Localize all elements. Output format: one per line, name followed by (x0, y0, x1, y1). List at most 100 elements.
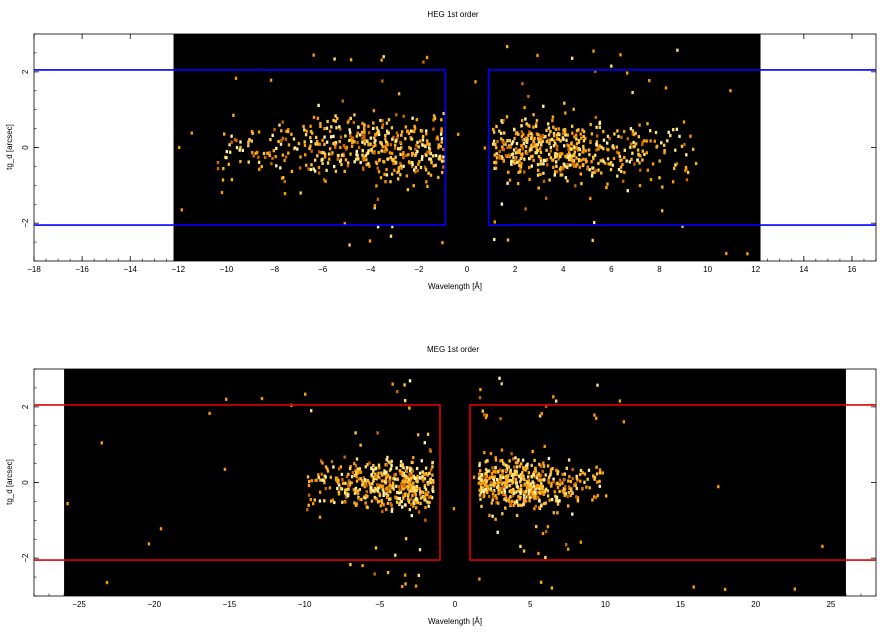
heg-event (500, 119, 503, 123)
meg-event (547, 456, 551, 461)
heg-event (399, 163, 403, 167)
heg-event (553, 155, 557, 159)
heg-event (397, 92, 401, 96)
meg-event (394, 495, 397, 499)
meg-event (381, 484, 385, 488)
meg-event (386, 490, 390, 494)
meg-event (416, 501, 419, 505)
meg-event (420, 490, 423, 494)
meg-event (408, 508, 411, 512)
meg-event (401, 465, 404, 469)
heg-event (384, 137, 387, 141)
meg-event (530, 492, 534, 496)
meg-event (374, 472, 377, 476)
meg-event (315, 478, 319, 482)
meg-event (484, 467, 488, 472)
meg-event (569, 493, 572, 497)
heg-event (595, 148, 598, 152)
meg-event (326, 467, 329, 471)
heg-event (506, 145, 509, 150)
heg-event (661, 185, 664, 189)
heg-event (230, 134, 233, 138)
meg-event (503, 490, 507, 494)
heg-event (527, 134, 530, 138)
meg-event (333, 500, 336, 505)
meg-event (516, 485, 520, 489)
meg-event (541, 469, 544, 473)
meg-event (533, 458, 536, 462)
meg-event (344, 481, 347, 485)
meg-event (483, 451, 486, 455)
meg-event (306, 508, 309, 512)
meg-event (533, 466, 537, 471)
meg-event (530, 475, 533, 479)
heg-event (348, 243, 351, 247)
heg-event (669, 134, 672, 138)
meg-event (404, 582, 407, 586)
heg-event (386, 131, 389, 135)
meg-event (355, 475, 358, 479)
meg-event (556, 502, 560, 506)
meg-event (479, 469, 482, 473)
meg-event (354, 486, 358, 490)
meg-y-tick-label: 0 (21, 480, 30, 485)
heg-event (528, 157, 531, 161)
heg-event (364, 154, 368, 158)
meg-event (402, 493, 406, 497)
heg-event (304, 133, 308, 137)
heg-event (501, 156, 504, 160)
heg-event (376, 225, 380, 229)
heg-event (357, 157, 360, 161)
heg-event (567, 147, 570, 151)
heg-event (190, 131, 193, 135)
heg-event (527, 94, 530, 99)
heg-event (547, 133, 551, 137)
heg-event (518, 163, 521, 168)
meg-event (510, 473, 514, 477)
heg-event (555, 133, 559, 137)
heg-event (439, 132, 443, 136)
meg-event (308, 479, 311, 484)
heg-event (216, 167, 220, 171)
meg-event (388, 484, 392, 488)
heg-event (507, 170, 510, 174)
heg-event (413, 168, 416, 172)
meg-event (372, 479, 375, 483)
heg-event (303, 128, 306, 132)
meg-event (567, 479, 570, 483)
heg-event (495, 152, 498, 156)
heg-event (553, 173, 556, 177)
meg-event (532, 484, 535, 488)
heg-event (330, 152, 333, 156)
meg-event (374, 475, 378, 479)
heg-event (384, 147, 388, 151)
heg-event (257, 130, 261, 134)
heg-event (346, 164, 350, 168)
heg-event (517, 182, 520, 186)
heg-event (545, 140, 549, 144)
meg-event (410, 467, 413, 471)
meg-event (361, 564, 364, 568)
meg-event (540, 412, 543, 416)
meg-event (478, 396, 482, 400)
heg-event (426, 150, 429, 154)
meg-event (412, 474, 415, 478)
heg-event (502, 148, 505, 152)
meg-event (336, 486, 339, 491)
meg-event (539, 473, 543, 477)
heg-event (405, 174, 409, 178)
meg-event (504, 463, 508, 467)
heg-event (328, 129, 332, 133)
meg-event (546, 494, 550, 498)
meg-event (385, 486, 388, 490)
meg-event (478, 461, 481, 465)
heg-event (388, 151, 392, 155)
heg-event (584, 157, 587, 162)
meg-event (364, 501, 367, 505)
heg-event (312, 167, 315, 171)
meg-event (506, 477, 509, 481)
heg-event (572, 164, 576, 168)
heg-event (408, 145, 411, 150)
heg-event (434, 154, 438, 158)
heg-event (378, 158, 381, 163)
